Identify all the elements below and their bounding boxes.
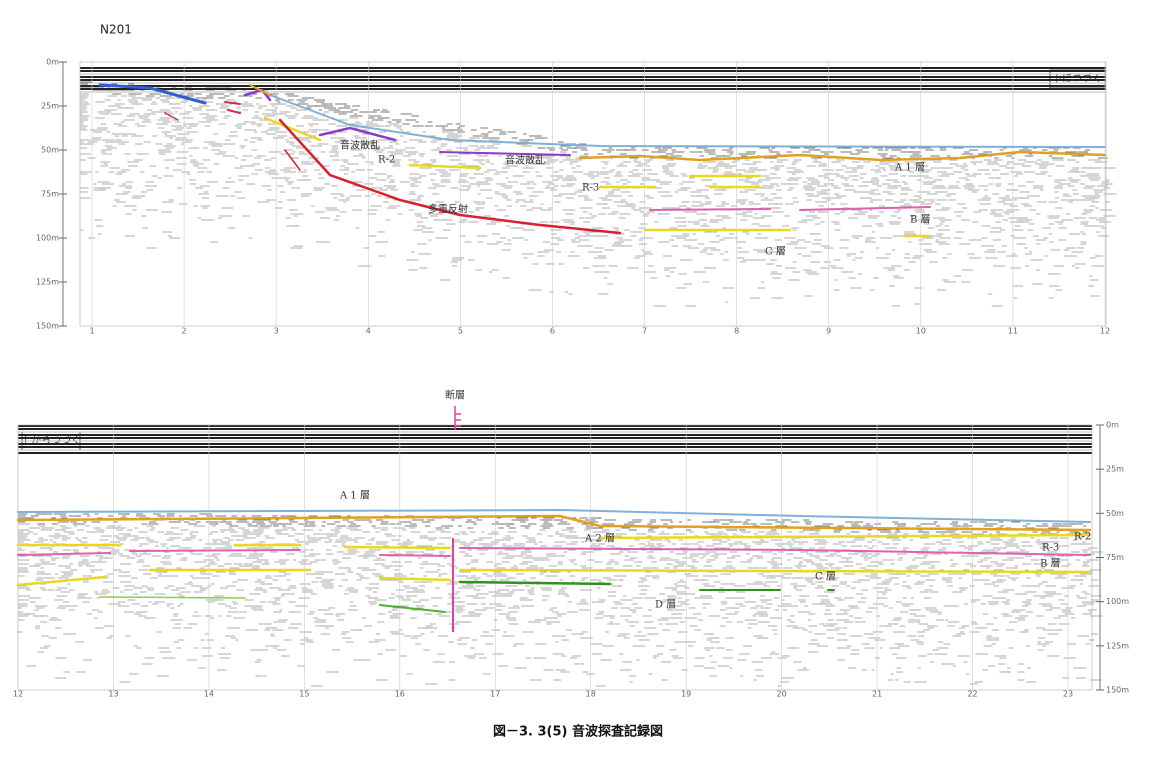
annotation: R-3	[1042, 543, 1059, 554]
annotation: 多重反射	[428, 203, 468, 216]
horizon	[408, 163, 482, 170]
x-label: 19	[681, 690, 691, 699]
horizon	[379, 604, 446, 613]
x-label: 2	[182, 327, 187, 336]
fault-label: 断層	[445, 389, 465, 402]
annotation: C 層	[765, 246, 786, 258]
depth-label: 150m	[1106, 686, 1129, 695]
horizon	[99, 596, 246, 599]
annotation: A 1 層	[894, 162, 925, 174]
annotation: R-3	[582, 183, 599, 194]
annotation: B 層	[910, 214, 931, 226]
annotation: B 層	[1040, 558, 1061, 570]
horizon	[227, 109, 241, 114]
x-label: 12	[1100, 327, 1110, 336]
x-label: 18	[586, 690, 596, 699]
x-label: 3	[274, 327, 279, 336]
x-label: 21	[872, 690, 882, 699]
x-label: 7	[642, 327, 647, 336]
horizon	[649, 208, 771, 211]
annotation: R-2	[378, 155, 395, 166]
depth-label: 75m	[1106, 553, 1124, 562]
horizon	[224, 101, 241, 105]
depth-label: 25m	[1106, 465, 1124, 474]
x-label: 6	[550, 327, 555, 336]
horizon	[284, 149, 301, 171]
horizon	[459, 547, 1091, 556]
depth-label: 150m	[36, 322, 59, 331]
horizon	[98, 83, 207, 105]
annotation: C 層	[815, 571, 836, 583]
horizon	[16, 575, 107, 587]
panel-frame	[79, 61, 1107, 327]
x-label: 9	[826, 327, 831, 336]
horizon	[129, 549, 301, 552]
x-label: 4	[366, 327, 371, 336]
horizon	[318, 126, 397, 142]
fault-symbol	[454, 406, 461, 430]
depth-label: 0m	[46, 58, 59, 67]
annotation: 音波散乱	[505, 154, 545, 167]
horizon	[458, 580, 612, 586]
horizon	[458, 568, 1092, 574]
x-label: 11	[1008, 327, 1018, 336]
x-label: 1	[89, 327, 94, 336]
horizon	[578, 150, 1107, 162]
record-texture	[80, 81, 1117, 307]
x-label: 16	[395, 690, 405, 699]
depth-label: 100m	[1106, 597, 1129, 606]
horizon	[598, 533, 1092, 540]
horizon	[17, 508, 1091, 523]
x-label: 23	[1063, 690, 1073, 699]
horizon	[269, 94, 1106, 148]
record-texture	[18, 511, 1104, 687]
horizon	[343, 545, 452, 550]
x-label: 8	[734, 327, 739, 336]
annotation: R-2	[1074, 532, 1091, 543]
horizon	[263, 116, 322, 142]
horizon	[17, 552, 111, 556]
horizon	[278, 118, 622, 235]
x-label: 10	[916, 327, 926, 336]
x-label: 13	[108, 690, 118, 699]
horizon	[799, 206, 931, 211]
horizon	[16, 514, 1092, 532]
record-id: N201	[100, 23, 132, 37]
depth-label: 0m	[1106, 421, 1119, 430]
depth-label: 100m	[36, 234, 59, 243]
annotation: 音波散乱	[340, 139, 380, 152]
depth-label: 25m	[41, 102, 59, 111]
depth-label: 50m	[1106, 509, 1124, 518]
annotation: A 2 層	[584, 533, 615, 545]
x-label: 12	[13, 690, 23, 699]
x-label: 22	[967, 690, 977, 699]
caption: 図－3. 3(5) 音波探査記録図	[493, 724, 663, 740]
horizon	[164, 112, 179, 121]
continue-note: 下につづく	[1052, 73, 1102, 85]
horizon	[249, 84, 271, 96]
annotation: D 層	[655, 599, 676, 611]
x-label: 17	[490, 690, 500, 699]
depth-label: 125m	[36, 278, 59, 287]
horizon	[378, 576, 452, 582]
x-label: 14	[204, 690, 214, 699]
horizon	[379, 554, 451, 557]
annotation: A 1 層	[339, 490, 370, 502]
x-label: 15	[299, 690, 309, 699]
horizon	[439, 151, 571, 156]
panel-frame	[17, 424, 1093, 691]
depth-label: 75m	[41, 190, 59, 199]
depth-label: 50m	[41, 146, 59, 155]
depth-label: 125m	[1106, 641, 1129, 650]
x-label: 5	[458, 327, 463, 336]
x-label: 20	[777, 690, 787, 699]
